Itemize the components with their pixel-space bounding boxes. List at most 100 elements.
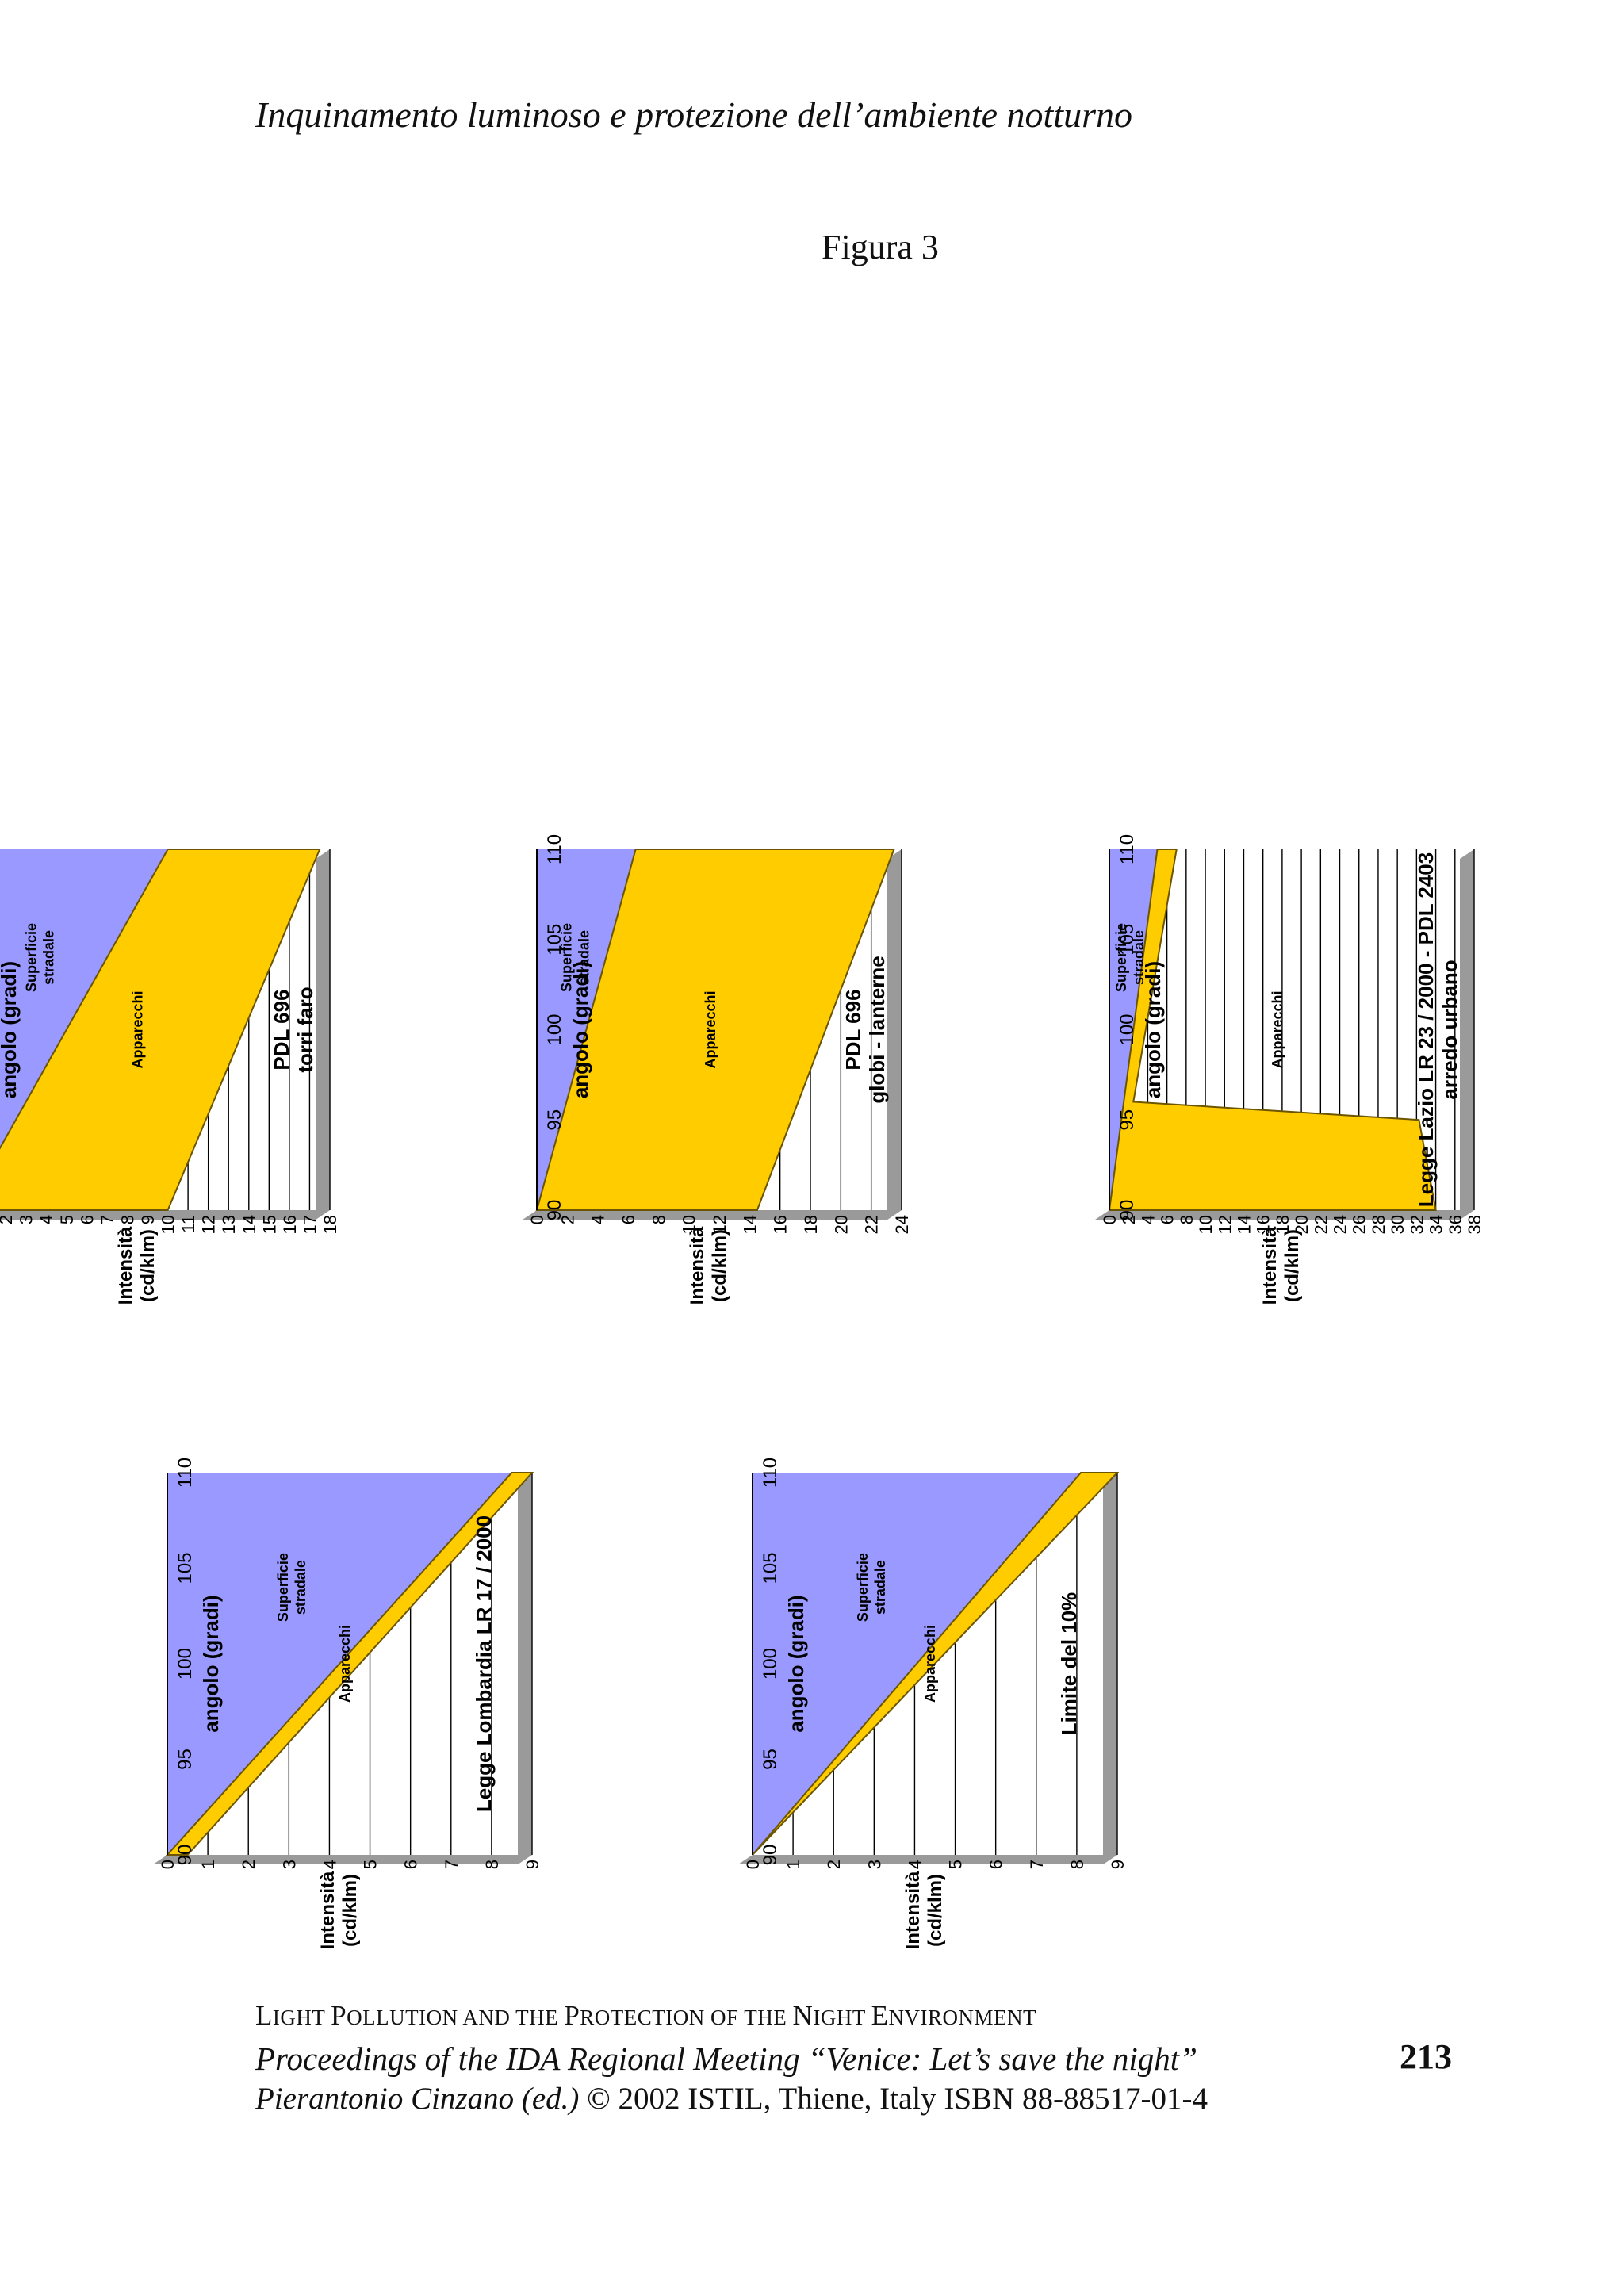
y-tick-label: 4 [588,1215,608,1224]
footer-editor: Pierantonio Cinzano (ed.) © 2002 ISTIL, … [255,2081,1208,2117]
y-tick-label: 6 [77,1215,97,1224]
chart-wall-top [1103,1473,1117,1864]
y-tick-label: 6 [986,1860,1006,1869]
y-tick-label: 8 [1177,1215,1197,1224]
y-tick-label: 3 [279,1860,299,1869]
fixture-area [752,1472,1120,1856]
running-header: Inquinamento luminoso e protezione dell’… [255,94,1132,135]
series-label-road: stradale [293,1560,308,1615]
x-tick-label: 105 [760,1552,781,1584]
x-tick-label: 100 [544,1013,565,1045]
y-tick-label: 1 [783,1860,803,1869]
y-tick-label: 32 [1407,1215,1427,1234]
chart-panel-2: 0 1 2 3 4 5 6 7 8 9 90 95 100 105 110 angolo (gradi) Int… [153,1458,542,1949]
y-tick-label: 7 [1027,1860,1047,1869]
chart-title: PDL 696 [841,989,865,1070]
y-tick-label: 22 [862,1215,882,1234]
x-tick-label: 95 [760,1749,781,1770]
y-tick-label: 12 [199,1215,219,1234]
figure-label: Figura 3 [822,228,939,266]
y-tick-label: 12 [710,1215,730,1234]
y-tick-label: 4 [905,1860,925,1869]
y-tick-label: 2 [0,1215,16,1224]
y-axis-label: (cd/klm) [339,1874,361,1947]
y-tick-label: 0 [158,1860,178,1869]
x-tick-label: 90 [760,1845,781,1866]
page-number: 213 [1400,2037,1452,2076]
y-tick-label: 0 [1100,1215,1120,1224]
footer-title-part: NVIRONMENT [888,2006,1036,2029]
y-tick-label: 28 [1369,1215,1388,1234]
footer-title-part: IGHT [813,2006,871,2029]
y-tick-label: 17 [300,1215,320,1234]
series-label-road: stradale [872,1560,888,1615]
chart-title: PDL 696 [270,989,293,1070]
y-tick-label: 11 [178,1215,198,1233]
y-axis-label: Intensità [687,1226,708,1304]
y-tick-label: 6 [401,1860,421,1869]
y-tick-label: 8 [117,1215,137,1224]
chart-title: globi - lanterne [865,956,889,1103]
x-tick-label: 110 [760,1458,781,1488]
y-tick-label: 7 [98,1215,117,1224]
y-tick-label: 7 [442,1860,462,1869]
y-tick-label: 24 [892,1215,912,1234]
y-tick-label: 36 [1446,1215,1465,1234]
y-tick-label: 8 [482,1860,502,1869]
chart-wall-side [153,1855,532,1864]
chart-wall-side [0,1210,330,1220]
y-tick-label: 34 [1427,1215,1446,1234]
y-axis-label: (cd/klm) [709,1229,730,1302]
y-tick-label: 3 [864,1860,884,1869]
series-label-fixture: Apparecchi [922,1625,938,1703]
chart-title: Limite del 10% [1057,1592,1081,1736]
series-label-road: Superficie [275,1553,291,1622]
y-tick-label: 16 [771,1215,791,1234]
chart-wall-side [523,1210,902,1220]
y-tick-label: 6 [1158,1215,1178,1224]
fixture-area [535,849,895,1211]
y-tick-label: 4 [36,1215,56,1224]
y-tick-label: 18 [1273,1215,1293,1234]
y-tick-label: 10 [680,1215,699,1234]
series-label-road: Superficie [1113,923,1129,992]
y-axis-label: Intensità [1259,1226,1281,1304]
x-axis-label: angolo (gradi) [0,961,21,1098]
footer-title-part: P [331,2000,347,2031]
chart-panel-5: 0 2 4 6 8 10 12 14 16 18 20 22 249095100105110angolo… [523,834,912,1304]
footer-title-part: OLLUTION AND THE [347,2006,565,2029]
series-label-fixture: Apparecchi [130,990,146,1068]
y-tick-label: 5 [57,1215,77,1224]
footer-editor-rest: © 2002 ISTIL, Thiene, Italy ISBN 88-8851… [579,2082,1208,2116]
y-tick-label: 20 [1292,1215,1312,1234]
x-tick-label: 95 [174,1749,196,1770]
x-tick-label: 100 [760,1648,781,1680]
series-label-road: stradale [40,930,56,985]
x-tick-label: 110 [1116,834,1138,864]
series-label-road: Superficie [559,923,575,992]
y-tick-label: 5 [361,1860,381,1869]
chart-wall-top [316,849,330,1220]
x-axis-label: angolo (gradi) [199,1595,223,1732]
series-label-road: Superficie [23,923,39,992]
y-tick-label: 38 [1465,1215,1484,1234]
y-tick-label: 16 [1254,1215,1274,1234]
x-tick-label: 105 [174,1552,196,1584]
y-tick-label: 4 [1138,1215,1158,1224]
y-tick-label: 24 [1331,1215,1350,1234]
fixture-area [0,849,321,1211]
y-tick-label: 8 [649,1215,668,1224]
y-tick-label: 9 [138,1215,158,1224]
y-tick-label: 3 [17,1215,36,1224]
footer-title: LIGHT POLLUTION AND THE PROTECTION OF TH… [255,2000,1036,2032]
y-tick-label: 15 [259,1215,279,1234]
x-tick-label: 95 [544,1109,565,1131]
series-label-fixture: Apparecchi [337,1625,353,1703]
series-label-road: stradale [576,930,592,985]
y-tick-label: 4 [320,1860,339,1869]
y-tick-label: 18 [801,1215,821,1234]
y-axis-label: (cd/klm) [1281,1229,1303,1302]
x-axis-label: angolo (gradi) [784,1595,808,1732]
x-axis-label: angolo (gradi) [1141,961,1165,1098]
